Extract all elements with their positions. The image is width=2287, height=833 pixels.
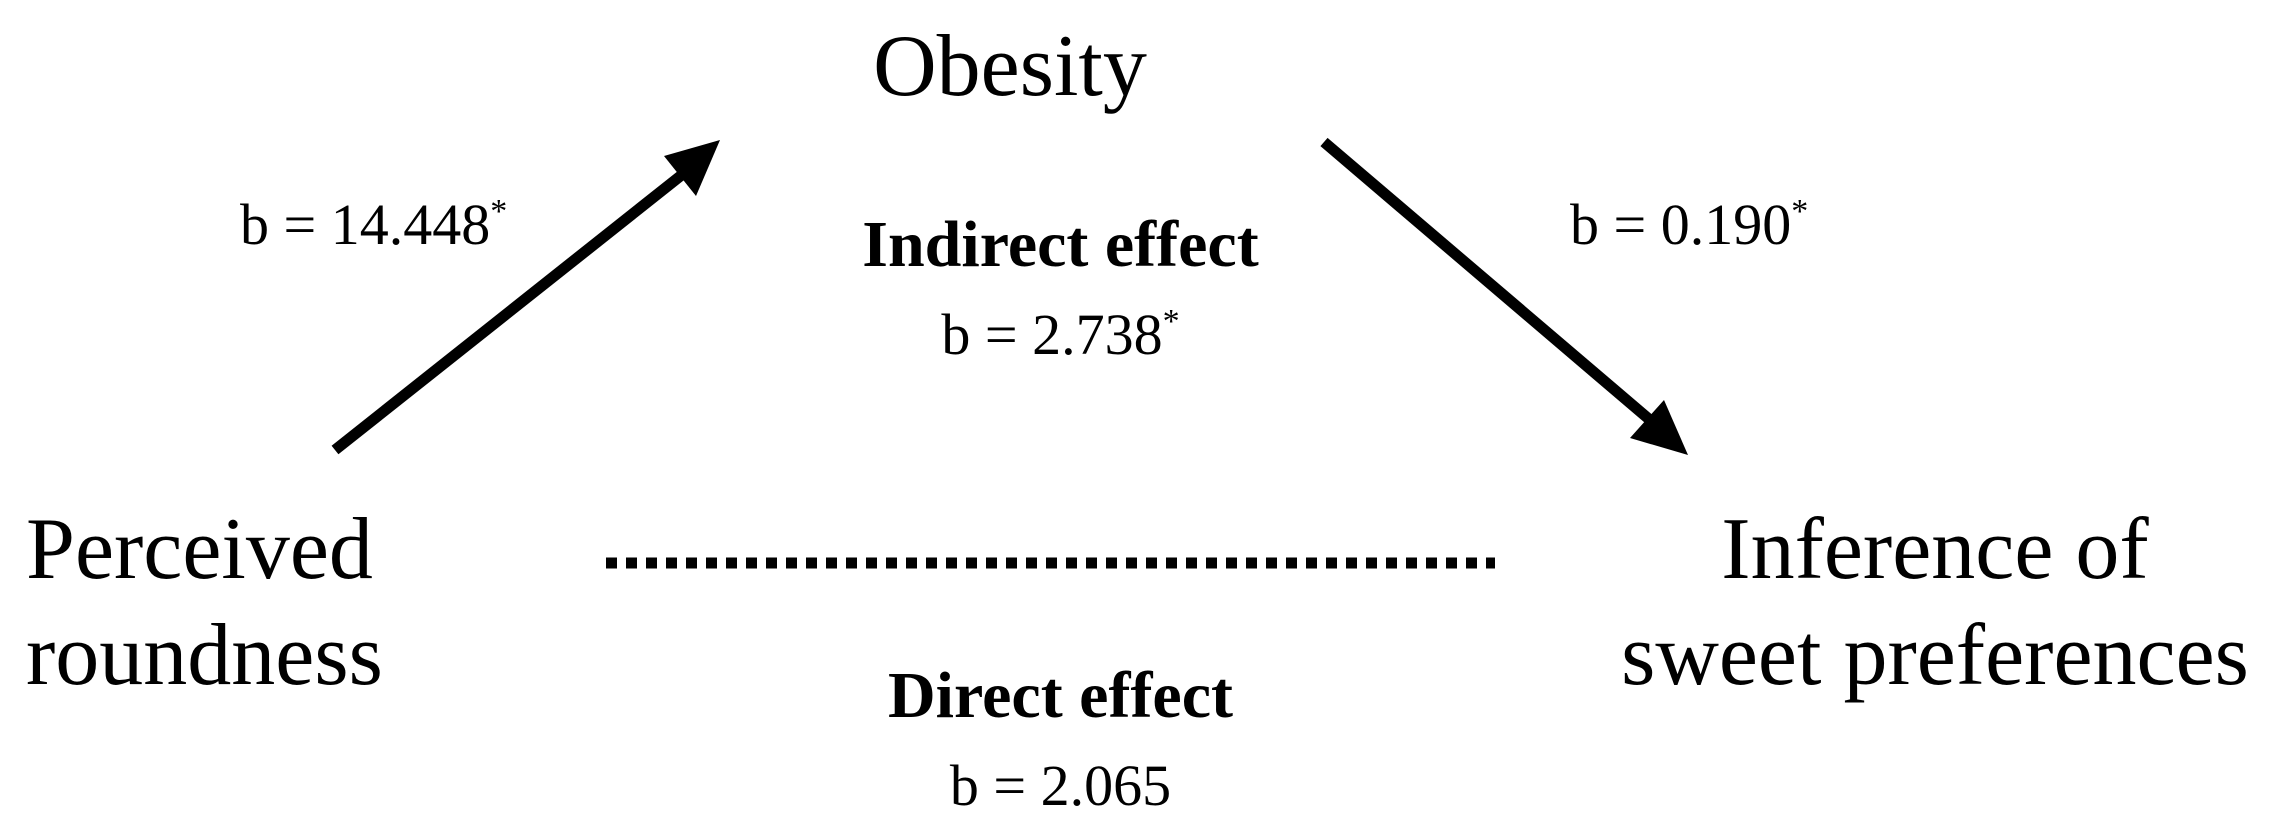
arrow-mediator-to-outcome [1320, 137, 1688, 455]
direct-effect-value: b = 2.065 [949, 753, 1172, 818]
path-b-value: b = 0.190 [1570, 192, 1792, 257]
predictor-node: Perceived roundness [26, 497, 383, 708]
path-b-coefficient: b = 0.190* [1570, 193, 1809, 254]
path-b-significance: * [1791, 193, 1809, 230]
mediator-node: Obesity [0, 14, 2020, 120]
outcome-label-line2: sweet preferences [1621, 606, 2249, 704]
arrow-predictor-to-mediator [331, 140, 720, 455]
direct-effect-title: Direct effect [888, 659, 1233, 732]
outcome-label-line1: Inference of [1721, 501, 2149, 598]
indirect-effect-value: b = 2.738 [941, 302, 1163, 367]
path-a-coefficient: b = 14.448* [240, 193, 508, 254]
indirect-effect-significance: * [1162, 303, 1180, 340]
direct-effect-block: Direct effect b = 2.065 [0, 663, 2121, 815]
indirect-effect-title: Indirect effect [862, 208, 1259, 281]
outcome-node: Inference of sweet preferences [1595, 497, 2275, 708]
mediator-label: Obesity [873, 18, 1147, 115]
predictor-label-line2: roundness [26, 606, 383, 704]
path-a-value: b = 14.448 [240, 192, 491, 257]
path-a-significance: * [490, 193, 508, 230]
indirect-effect-coefficient: b = 2.738* [0, 303, 2121, 364]
predictor-label-line1: Perceived [26, 501, 373, 598]
indirect-effect-block: Indirect effect b = 2.738* [0, 212, 2121, 364]
